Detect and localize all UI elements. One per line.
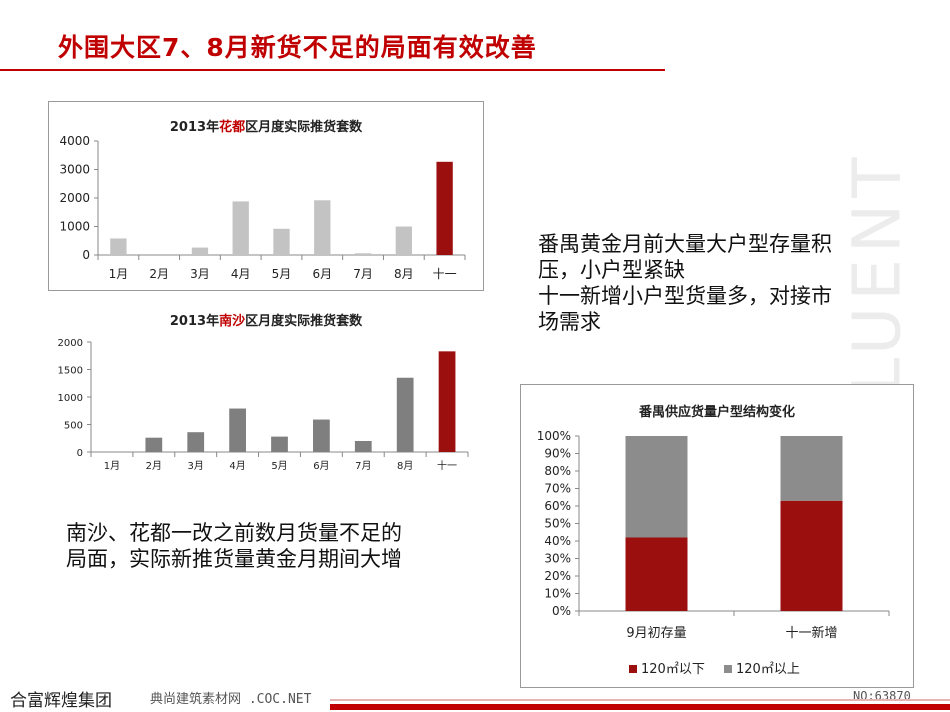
x-tick-label: 8月: [397, 460, 413, 472]
bar: [187, 432, 205, 452]
bar: [229, 408, 246, 452]
x-tick-label: 十一: [437, 459, 457, 472]
x-tick-label: 6月: [312, 267, 332, 281]
bar: [395, 226, 412, 255]
x-tick-label: 十一: [433, 267, 457, 281]
bar: [145, 437, 163, 452]
x-tick-label: 2月: [149, 267, 169, 281]
source-watermark: 典尚建筑素材网 .COC.NET: [150, 692, 312, 707]
legend-label: 120㎡以上: [736, 662, 800, 677]
panyu-stacked-chart: 0% 10% 20% 30% 40% 50% 60% 70% 80% 90% 100% 9月初存量 十一…: [537, 429, 890, 677]
legend-swatch: [629, 665, 637, 673]
bar: [271, 436, 288, 452]
panyu-note-line: 压，小户型紧缺: [538, 258, 685, 282]
y-tick-label: 10%: [544, 587, 571, 601]
company-logo: 合富辉煌集团: [10, 691, 112, 711]
panyu-note-line: 十一新增小户型货量多，对接市: [538, 284, 832, 308]
bar: [354, 441, 372, 452]
huadu-chart-title: 2013年花都区月度实际推货套数: [169, 120, 363, 135]
y-tick-label: 4000: [59, 134, 90, 148]
x-tick-label: 9月初存量: [626, 626, 686, 641]
bar: [354, 253, 372, 255]
y-tick-label: 2000: [59, 191, 90, 205]
bar: [232, 201, 249, 255]
y-tick-label: 0%: [552, 604, 571, 618]
y-tick-label: 80%: [544, 464, 571, 478]
y-tick-label: 100%: [537, 429, 571, 443]
stacked-bar-segment: [780, 436, 843, 501]
x-tick-label: 7月: [355, 460, 371, 472]
nansha-bar-chart: 0 500 1000 1500 2000 1月 2月 3月 4月 5月 6月 7月 8月 十一: [58, 338, 469, 472]
bar: [313, 419, 330, 452]
bar: [273, 228, 290, 255]
panyu-chart-title: 番禺供应货量户型结构变化: [638, 405, 795, 420]
huadu-chart-panel: 2013年花都区月度实际推货套数 0 1000 2000 3000 4000 1月 2月 3月…: [48, 101, 484, 291]
x-tick-label: 十一新增: [785, 625, 837, 641]
bar: [438, 351, 456, 452]
panyu-note: 番禺黄金月前大量大户型存量积 压，小户型紧缺 十一新增小户型货量多，对接市 场需…: [538, 231, 832, 335]
panyu-chart-panel: 番禺供应货量户型结构变化 0% 10% 20% 30% 40% 50% 60% 70% 80% 9…: [520, 384, 914, 688]
y-tick-label: 30%: [544, 552, 571, 566]
legend-swatch: [724, 665, 732, 673]
x-tick-label: 4月: [231, 267, 251, 281]
south-note: 南沙、花都一改之前数月货量不足的 局面，实际新推货量黄金月期间大增: [66, 520, 402, 572]
x-tick-label: 5月: [272, 267, 292, 281]
y-tick-label: 3000: [59, 163, 90, 177]
panyu-note-line: 番禺黄金月前大量大户型存量积: [538, 232, 832, 256]
y-tick-label: 50%: [544, 517, 571, 531]
x-tick-label: 4月: [229, 460, 245, 472]
x-tick-label: 1月: [104, 460, 120, 472]
south-note-line: 南沙、花都一改之前数月货量不足的: [66, 521, 402, 545]
x-tick-label: 3月: [188, 460, 204, 472]
panyu-note-line: 场需求: [538, 310, 601, 334]
x-tick-label: 3月: [190, 267, 210, 281]
nansha-chart-panel: 2013年南沙区月度实际推货套数 0 500 1000 1500 2000 1月 2月 3月 4…: [50, 300, 482, 482]
x-tick-label: 5月: [271, 460, 287, 472]
nansha-chart-title: 2013年南沙区月度实际推货套数: [169, 314, 363, 329]
footer-bar: [330, 704, 950, 710]
x-tick-label: 7月: [353, 267, 373, 281]
y-tick-label: 70%: [544, 482, 571, 496]
stacked-bar-segment: [625, 436, 688, 538]
bar: [191, 247, 209, 255]
huadu-bar-chart: 0 1000 2000 3000 4000 1月 2月 3月 4月 5月 6月 7月 8月 十一: [59, 134, 466, 281]
x-tick-label: 1月: [109, 267, 129, 281]
y-tick-label: 60%: [544, 499, 571, 513]
x-tick-label: 6月: [313, 460, 329, 472]
stacked-bar-segment: [625, 537, 688, 611]
y-tick-label: 40%: [544, 534, 571, 548]
y-tick-label: 90%: [544, 447, 571, 461]
x-tick-label: 8月: [394, 267, 414, 281]
title-divider: [0, 69, 665, 71]
bar: [436, 161, 453, 255]
y-tick-label: 0: [82, 248, 90, 262]
y-tick-label: 500: [64, 421, 83, 432]
footer-line: [330, 699, 950, 701]
legend-label: 120㎡以下: [641, 662, 705, 677]
y-tick-label: 1000: [58, 393, 83, 404]
south-note-line: 局面，实际新推货量黄金月期间大增: [66, 547, 402, 571]
y-tick-label: 1500: [58, 366, 83, 377]
bar: [314, 200, 331, 255]
bar: [110, 238, 127, 255]
y-tick-label: 1000: [59, 220, 90, 234]
bar: [396, 377, 414, 452]
y-tick-label: 2000: [58, 338, 83, 349]
y-tick-label: 20%: [544, 569, 571, 583]
stacked-bar-segment: [780, 500, 843, 611]
y-tick-label: 0: [77, 448, 83, 459]
page-title: 外围大区7、8月新货不足的局面有效改善: [58, 33, 537, 62]
x-tick-label: 2月: [146, 460, 162, 472]
